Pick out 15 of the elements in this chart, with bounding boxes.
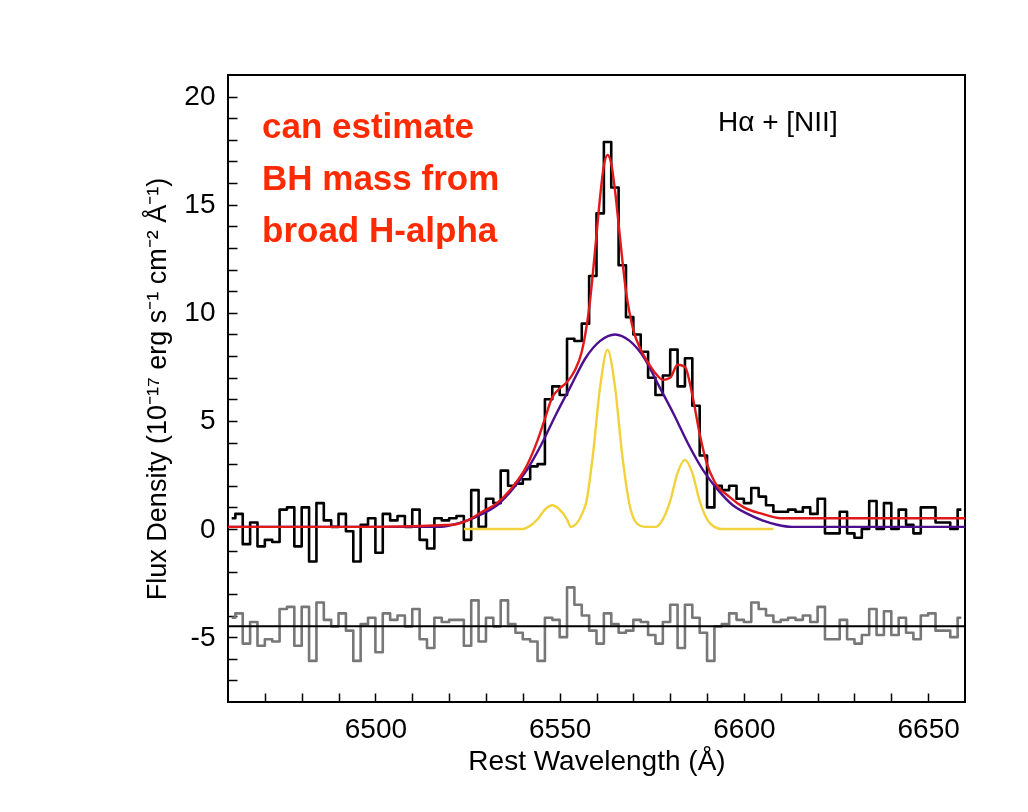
annotation: Hα + [NII] — [718, 106, 838, 137]
x-tick-label: 6550 — [529, 712, 592, 744]
x-tick-label: 6600 — [713, 712, 776, 744]
y-tick-label: 0 — [199, 512, 216, 544]
y-tick-label: 10 — [184, 296, 216, 328]
x-tick-label: 6650 — [897, 712, 960, 744]
annotation: can estimate BH mass from broad H-alpha — [262, 106, 500, 249]
y-tick-label: 15 — [184, 188, 216, 220]
y-axis-title: Flux Density (10⁻¹⁷ erg s⁻¹ cm⁻² Å⁻¹) — [141, 177, 173, 601]
y-tick-label: 20 — [184, 80, 216, 112]
y-tick-label: -5 — [190, 620, 216, 652]
x-axis-title: Rest Wavelength (Å) — [468, 744, 726, 776]
line-series — [462, 348, 775, 531]
x-tick-label: 6500 — [344, 712, 408, 744]
y-tick-label: 5 — [199, 404, 216, 436]
